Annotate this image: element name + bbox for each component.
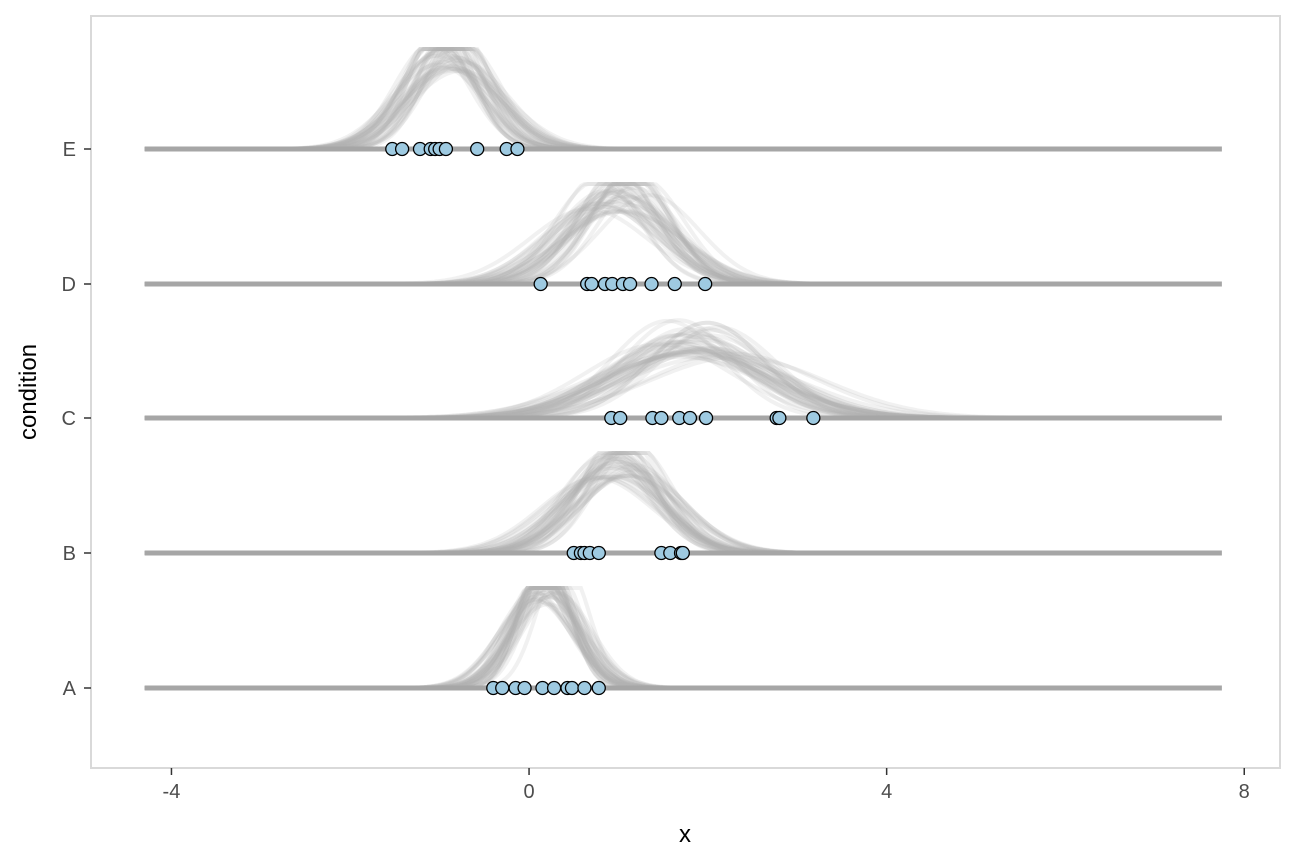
x-tick-label: -4 [163,781,181,803]
panel-background [90,15,1281,769]
y-tick-label-a: A [63,678,77,700]
data-point-c [613,410,628,426]
data-point-c [682,410,698,426]
data-point-a [591,680,606,696]
data-point-a [564,680,580,696]
data-point-a [577,680,592,696]
x-tick-label: 8 [1239,781,1250,803]
y-tick-label-c: C [62,408,76,430]
points-layer [385,141,821,696]
data-point-e [510,141,525,157]
x-axis-title: x [679,821,691,848]
data-point-c [654,410,669,426]
data-point-b [675,545,690,561]
data-point-d [644,276,659,292]
data-point-b [591,545,606,561]
data-point-e [438,141,454,157]
y-axis: A B C D E [62,139,91,700]
x-tick-label: 0 [523,781,534,803]
data-point-a [546,680,562,696]
data-point-e [394,141,410,157]
data-point-c [698,410,714,426]
x-tick-label: 4 [881,781,892,803]
y-tick-label-b: B [63,543,76,565]
data-point-d [698,276,713,292]
data-point-d [533,276,548,292]
data-point-c [806,410,821,426]
data-point-d [584,276,599,292]
x-axis: -4 0 4 8 [163,768,1250,803]
ridges-layer [144,47,1222,691]
data-point-a [517,680,532,696]
data-point-e [470,141,485,157]
y-axis-title: condition [15,344,42,440]
data-point-a [495,680,510,696]
y-tick-label-d: D [62,274,76,296]
y-tick-label-e: E [63,139,76,161]
data-point-c [772,410,787,426]
data-point-d [622,276,638,292]
data-point-d [667,276,682,292]
